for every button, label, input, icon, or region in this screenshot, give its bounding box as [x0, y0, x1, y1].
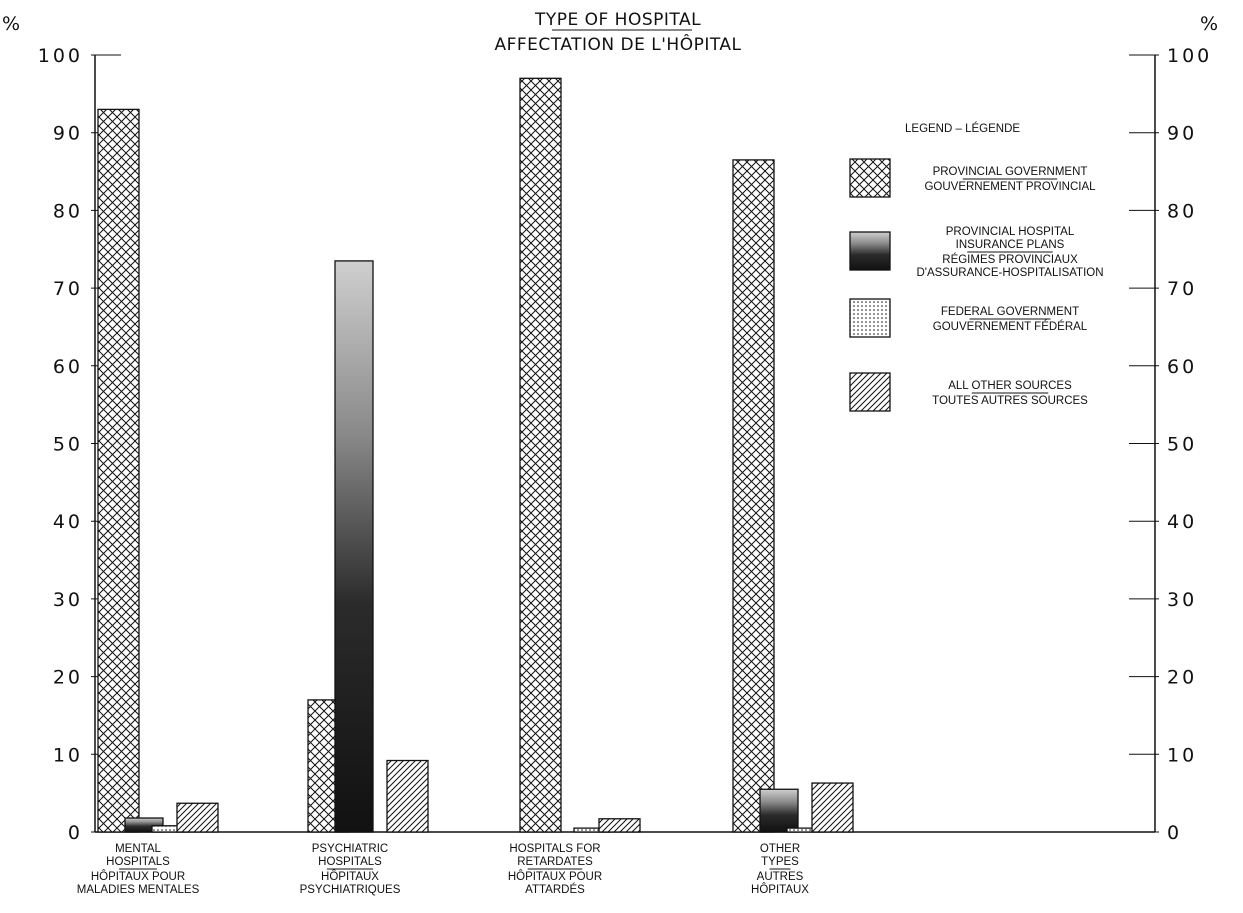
- legend-label-fr: RÉGIMES PROVINCIAUX: [942, 253, 1078, 266]
- category-label-fr: ATTARDÉS: [525, 883, 585, 896]
- bar-diagonal-3: [811, 782, 854, 833]
- bar-diagonal-0: [176, 802, 219, 833]
- bar-crosshatch-0: [97, 108, 140, 833]
- y-tick-label-left: 30: [53, 589, 83, 611]
- category-label-en: TYPES: [761, 856, 799, 868]
- category-label-en: HOSPITALS FOR: [509, 843, 600, 855]
- category-label-en: PSYCHIATRIC: [312, 843, 388, 855]
- y-tick-label-left: 20: [53, 667, 83, 689]
- y-tick-label-left: 50: [53, 434, 83, 456]
- y-tick-label-left: 90: [53, 123, 83, 145]
- category-label-en: HOSPITALS: [318, 856, 382, 868]
- legend-label-fr: D'ASSURANCE-HOSPITALISATION: [916, 267, 1103, 279]
- y-tick-label-right: 80: [1167, 200, 1197, 222]
- category-label-fr: MALADIES MENTALES: [77, 884, 200, 896]
- bars: [97, 77, 854, 833]
- legend-label-en: INSURANCE PLANS: [956, 239, 1065, 251]
- y-tick-label-right: 10: [1167, 744, 1197, 766]
- y-tick-label-right: 20: [1167, 667, 1197, 689]
- legend-swatch-crosshatch: [849, 158, 891, 198]
- legend-swatch-diagonal: [849, 372, 891, 412]
- title: TYPE OF HOSPITAL AFFECTATION DE L'HÔPITA…: [494, 10, 741, 55]
- bar-dark-3: [759, 788, 799, 833]
- y-tick-label-right: 0: [1167, 822, 1182, 844]
- category-label-en: HOSPITALS: [106, 856, 170, 868]
- y-tick-label-left: 10: [53, 744, 83, 766]
- bar-dark-1: [334, 260, 374, 833]
- y-tick-label-left: 70: [53, 278, 83, 300]
- title-en: TYPE OF HOSPITAL: [534, 10, 701, 30]
- y-tick-label-left: 80: [53, 200, 83, 222]
- category-label-en: OTHER: [760, 843, 800, 855]
- y-unit-right: %: [1200, 13, 1221, 35]
- y-tick-label-right: 60: [1167, 356, 1197, 378]
- title-fr: AFFECTATION DE L'HÔPITAL: [494, 33, 741, 55]
- category-label-fr: HÔPITAUX POUR: [91, 870, 185, 883]
- y-tick-label-right: 70: [1167, 278, 1197, 300]
- legend-label-fr: GOUVERNEMENT FÉDÉRAL: [933, 320, 1088, 333]
- bar-diagonal-1: [386, 759, 429, 833]
- bar-diagonal-2: [598, 818, 641, 833]
- bar-crosshatch-3: [732, 159, 775, 833]
- y-tick-label-left: 0: [68, 822, 83, 844]
- legend-label-fr: GOUVERNEMENT PROVINCIAL: [924, 181, 1096, 193]
- category-label-fr: HÔPITAUX POUR: [508, 870, 602, 883]
- legend-label-en: FEDERAL GOVERNMENT: [941, 306, 1079, 318]
- y-tick-label-left: 60: [53, 356, 83, 378]
- y-tick-label-right: 90: [1167, 123, 1197, 145]
- category-label-fr: HÔPITAUX: [321, 870, 379, 883]
- y-tick-label-left: 100: [38, 45, 83, 67]
- y-tick-label-right: 40: [1167, 511, 1197, 533]
- y-tick-label-right: 30: [1167, 589, 1197, 611]
- y-tick-label-right: 100: [1167, 45, 1212, 67]
- legend-label-en: PROVINCIAL HOSPITAL: [946, 226, 1075, 238]
- y-tick-label-left: 40: [53, 511, 83, 533]
- legend-label-fr: TOUTES AUTRES SOURCES: [932, 395, 1088, 407]
- legend-title: LEGEND – LÉGENDE: [905, 122, 1020, 135]
- category-label-fr: HÔPITAUX: [751, 883, 809, 896]
- legend-swatch-dots: [849, 298, 891, 338]
- y-tick-label-right: 50: [1167, 434, 1197, 456]
- axes: 0 0 10 10 20 20 30 30 40 40 50 50 60 60 70 70 80 80 90 90 10…: [38, 45, 1212, 844]
- legend-label-en: PROVINCIAL GOVERNMENT: [933, 166, 1088, 178]
- category-label-fr: AUTRES: [757, 871, 804, 883]
- legend: LEGEND – LÉGENDE PROVINCIAL GOVERNMENT GO…: [849, 122, 1104, 412]
- legend-swatch-dark: [849, 231, 891, 271]
- bar-crosshatch-2: [519, 77, 562, 833]
- category-label-en: MENTAL: [115, 843, 161, 855]
- legend-label-en: ALL OTHER SOURCES: [948, 380, 1072, 392]
- category-label-en: RETARDATES: [517, 856, 593, 868]
- category-label-fr: PSYCHIATRIQUES: [300, 884, 401, 896]
- y-unit-left: %: [2, 13, 23, 35]
